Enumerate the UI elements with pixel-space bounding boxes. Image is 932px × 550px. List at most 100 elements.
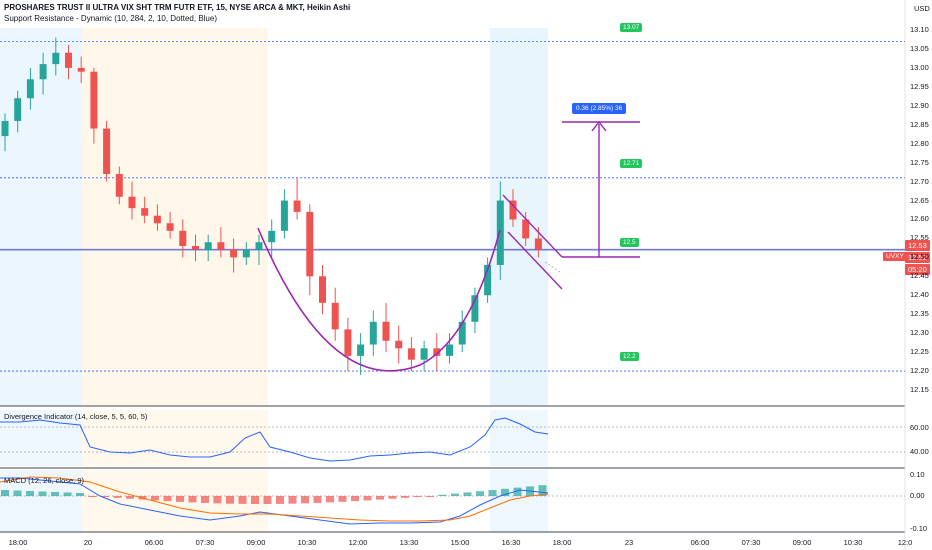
price-axis-label: 12.50 — [910, 252, 929, 262]
candle — [407, 336, 415, 372]
macd-histogram-bar — [126, 496, 134, 499]
candle — [306, 204, 314, 296]
candle — [344, 318, 352, 372]
current-price-tag: 12.52 — [905, 252, 930, 263]
time-axis-label: 23 — [624, 538, 634, 547]
candle — [331, 287, 339, 341]
level-badge-12-2[interactable]: 12.2 — [620, 352, 639, 361]
candle — [446, 333, 453, 364]
candle — [395, 325, 403, 364]
price-axis-label: 12.45 — [910, 271, 929, 281]
candle — [357, 333, 365, 375]
macd-histogram-bar — [188, 496, 197, 503]
candle — [128, 181, 136, 220]
flag-bottom-line — [507, 231, 563, 290]
price-axis-label: 12.20 — [910, 366, 929, 376]
countdown-tag: 05:20 — [905, 264, 930, 275]
macd-histogram-bar — [276, 496, 284, 504]
macd-histogram-bar — [351, 496, 359, 502]
level-badge-12-71[interactable]: 12.71 — [620, 159, 643, 168]
level-badge-13-07[interactable]: 13.07 — [620, 23, 643, 32]
macd-histogram-bar — [388, 496, 397, 499]
candle — [115, 166, 123, 205]
macd-histogram-bar — [26, 491, 34, 496]
macd-title[interactable]: MACD (12, 26, close, 9) — [4, 476, 85, 485]
candle — [382, 302, 390, 353]
time-axis-label: 10:30 — [843, 538, 863, 547]
candle — [230, 238, 238, 273]
price-axis-label: 12.65 — [910, 195, 929, 205]
time-axis-label: 09:00 — [792, 538, 812, 547]
macd-histogram-bar — [76, 493, 84, 496]
candle — [433, 333, 441, 372]
macd-histogram-bar — [113, 496, 122, 498]
time-axis-label: 09:00 — [246, 538, 266, 547]
candle — [90, 67, 98, 144]
macd-histogram-bar — [163, 496, 172, 502]
macd-histogram-bar — [51, 492, 59, 496]
candle — [458, 310, 466, 353]
price-axis-label: 13.05 — [910, 43, 929, 53]
macd-axis-neg-0-10: -0.10 — [910, 524, 928, 533]
macd-histogram-bar — [463, 492, 472, 496]
candle — [471, 287, 479, 334]
chart-title: PROSHARES TRUST II ULTRA VIX SHT TRM FUT… — [4, 3, 351, 12]
level-badge-12-5[interactable]: 12.5 — [620, 238, 639, 247]
macd-histogram-bar — [38, 491, 47, 496]
price-axis-label: 12.40 — [910, 290, 929, 300]
divergence-title[interactable]: Divergence Indicator (14, close, 5, 5, 6… — [4, 412, 148, 421]
macd-histogram-bar — [413, 496, 422, 497]
price-axis-label: 12.60 — [910, 214, 929, 224]
candle — [293, 177, 301, 220]
currency-label[interactable]: USD — [914, 4, 930, 13]
macd-histogram-bar — [451, 493, 459, 496]
price-axis-label: 12.80 — [910, 138, 929, 148]
price-axis-label: 13.10 — [910, 25, 929, 34]
divergence-line — [0, 417, 549, 462]
macd-histogram-bar — [301, 496, 309, 504]
candle — [77, 56, 85, 84]
price-axis-label: 12.35 — [910, 309, 929, 319]
candle — [484, 257, 492, 303]
macd-histogram-bar — [151, 496, 159, 501]
time-axis-label: 07:30 — [741, 538, 761, 547]
time-axis-label: 16:30 — [501, 538, 521, 547]
candle — [509, 189, 517, 228]
price-axis-label: 12.15 — [910, 385, 929, 394]
macd-histogram-bar — [1, 490, 9, 496]
candle — [52, 37, 60, 76]
time-axis-label: 06:00 — [144, 538, 164, 547]
macd-histogram-bar — [13, 490, 22, 496]
price-axis-label: 12.95 — [910, 81, 929, 91]
indicator-legend[interactable]: Support Resistance - Dynamic (10, 284, 2… — [4, 14, 217, 23]
candle — [217, 227, 225, 258]
macd-histogram-bar — [313, 496, 322, 503]
time-axis-label: 13:30 — [399, 538, 419, 547]
macd-histogram-bar — [201, 496, 209, 503]
macd-axis-0-00: 0.00 — [910, 491, 925, 500]
macd-histogram-bar — [501, 488, 509, 496]
flag-top-line — [502, 194, 563, 258]
ticker-tag[interactable]: UVXY — [883, 252, 907, 261]
macd-histogram-bar — [326, 496, 334, 503]
macd-histogram-bar — [238, 496, 247, 504]
candle — [166, 211, 174, 239]
candle — [242, 242, 250, 265]
price-axis-label: 12.25 — [910, 347, 929, 357]
macd-histogram-bar — [488, 490, 497, 496]
price-axis-label: 12.70 — [910, 176, 929, 186]
price-axis-label: 12.90 — [910, 100, 929, 110]
time-axis-label: 12:0 — [897, 538, 913, 547]
candle — [14, 90, 22, 133]
candle — [65, 45, 72, 80]
macd-histogram-bar — [338, 496, 347, 502]
macd-histogram-bar — [213, 496, 222, 504]
price-axis-label: 12.75 — [910, 157, 929, 167]
time-axis-label: 12:00 — [348, 538, 368, 547]
divergence-axis-60: 60.00 — [910, 423, 929, 432]
macd-histogram-bar — [263, 496, 272, 504]
macd-histogram-bar — [513, 487, 522, 496]
measure-label[interactable]: 0.36 (2.85%) 36 — [572, 103, 627, 114]
candle — [103, 120, 111, 182]
